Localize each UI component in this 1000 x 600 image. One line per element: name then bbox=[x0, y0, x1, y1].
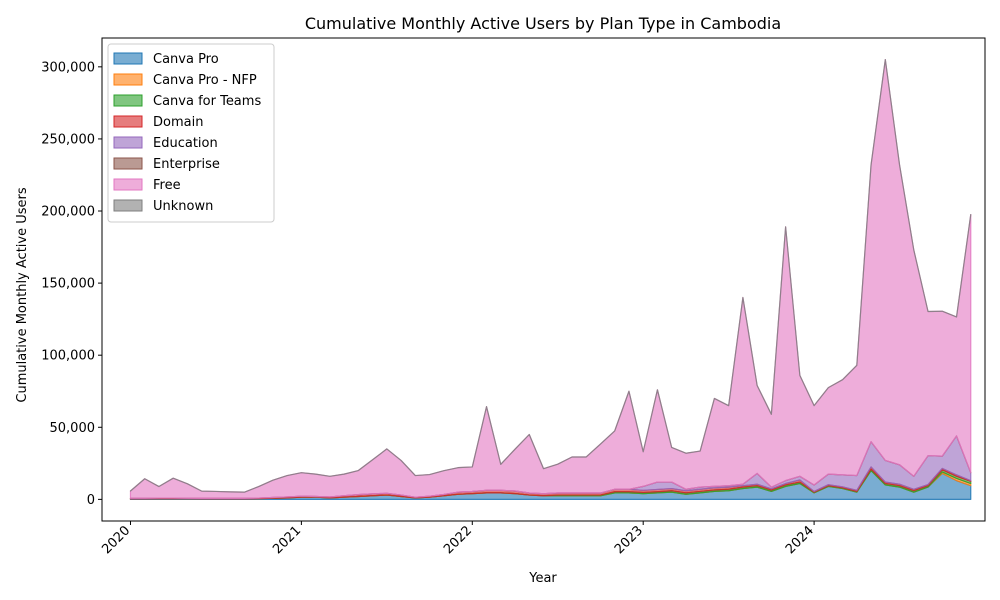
y-tick-label: 50,000 bbox=[50, 421, 96, 436]
y-tick-label: 250,000 bbox=[41, 132, 95, 147]
legend-box bbox=[107, 43, 275, 223]
x-tick-label: 2022 bbox=[441, 523, 475, 557]
legend: Canva Pro Canva Pro - NFP Canva for Teams D… bbox=[107, 43, 275, 223]
plot-frame bbox=[101, 37, 986, 522]
legend-swatch bbox=[113, 157, 143, 170]
legend-label: Domain bbox=[153, 115, 203, 130]
y-tick-label: 150,000 bbox=[41, 277, 95, 292]
chart-title: Cumulative Monthly Active Users by Plan … bbox=[305, 14, 781, 33]
legend-label: Canva for Teams bbox=[153, 94, 261, 109]
x-tick-label: 2023 bbox=[612, 523, 646, 557]
legend-label: Education bbox=[153, 136, 218, 151]
legend-label: Canva Pro bbox=[153, 52, 219, 67]
y-tick-label: 200,000 bbox=[41, 205, 95, 220]
plot-area: 0 50,000 100,000 150,000 200,000 250,000 300,0… bbox=[41, 37, 986, 557]
legend-swatch bbox=[113, 136, 143, 149]
x-axis-label: Year bbox=[528, 571, 557, 586]
y-tick-label: 100,000 bbox=[41, 349, 95, 364]
x-tick-label: 2021 bbox=[270, 523, 304, 557]
x-tick-label: 2024 bbox=[783, 523, 817, 557]
legend-swatch bbox=[113, 52, 143, 65]
legend-label: Unknown bbox=[153, 199, 213, 214]
legend-label: Enterprise bbox=[153, 157, 220, 172]
x-tick-label: 2020 bbox=[99, 523, 133, 557]
legend-swatch bbox=[113, 73, 143, 86]
y-tick-label: 300,000 bbox=[41, 60, 95, 75]
y-axis-label: Cumulative Monthly Active Users bbox=[15, 187, 30, 402]
legend-swatch bbox=[113, 199, 143, 212]
legend-swatch bbox=[113, 94, 143, 107]
legend-label: Canva Pro - NFP bbox=[153, 73, 257, 88]
legend-label: Free bbox=[153, 178, 181, 193]
area-series-unknown bbox=[129, 59, 972, 493]
y-tick-label: 0 bbox=[87, 493, 95, 508]
legend-swatch bbox=[113, 178, 143, 191]
legend-swatch bbox=[113, 115, 143, 128]
